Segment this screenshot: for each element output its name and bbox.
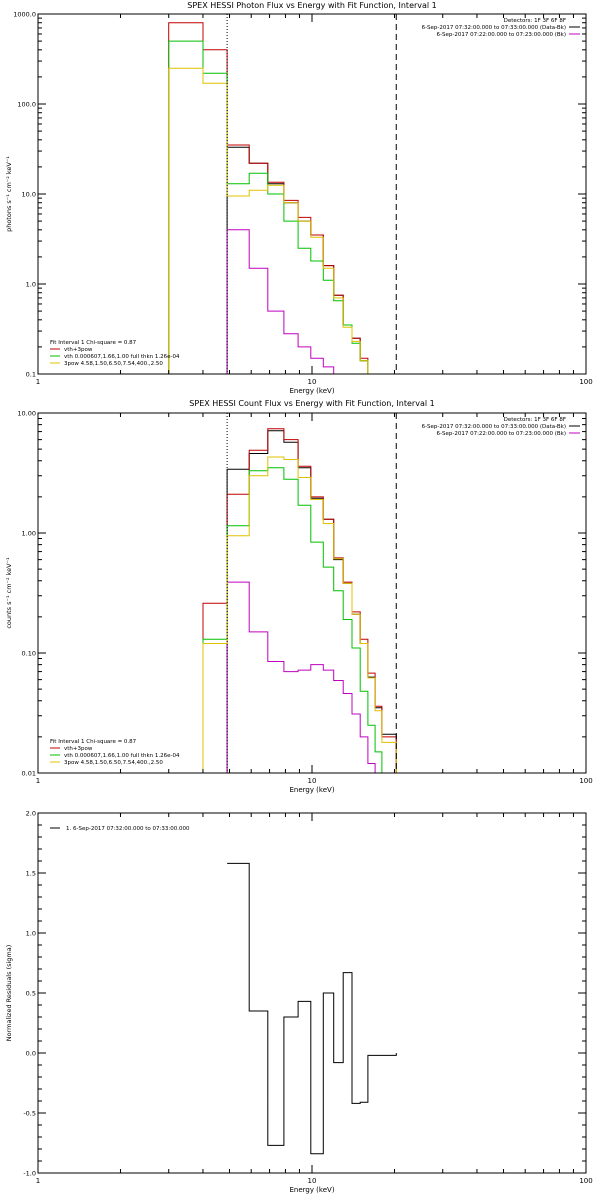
x-tick-label: 10 <box>308 378 317 386</box>
legend-entry-label: 3pow 4.58,1.50,6.50,7.54,400.,2.50 <box>64 760 163 766</box>
legend-entry-label: vth 0.000607,1.66,1.00 full thkn 1.26e-0… <box>64 354 180 360</box>
x-tick-label: 100 <box>579 777 592 785</box>
chart-title: SPEX HESSI Photon Flux vs Energy with Fi… <box>187 1 437 10</box>
photon-flux-panel: SPEX HESSI Photon Flux vs Energy with Fi… <box>5 1 593 395</box>
y-tick-label: 10.00 <box>17 410 36 418</box>
y-tick-label: 1.0 <box>26 930 36 938</box>
legend-entry-label: 3pow 4.58,1.50,6.50,7.54,400.,2.50 <box>64 361 163 367</box>
x-tick-label: 1 <box>36 777 40 785</box>
plot-frame <box>37 812 587 1174</box>
series-line-1 <box>226 581 397 774</box>
y-axis-label: Normalized Residuals (sigma) <box>5 945 13 1042</box>
series-line-4 <box>168 67 397 375</box>
y-tick-label: 0.0 <box>26 1050 36 1058</box>
legend-entry-label: vth+3pow <box>64 347 93 353</box>
legend-entry-label: 6-Sep-2017 07:22:00.000 to 07:23:00.000 … <box>437 431 567 437</box>
y-tick-label: -1.0 <box>23 1170 36 1178</box>
x-tick-label: 100 <box>579 1177 592 1185</box>
y-tick-label: 10.0 <box>22 191 36 199</box>
legend-detectors-title: Detectors: 1F 3F 6F 8F <box>504 18 566 24</box>
series-line-1 <box>226 229 397 375</box>
y-axis-label: counts s⁻¹ cm⁻² keV⁻¹ <box>5 557 13 629</box>
series-line-2 <box>202 428 397 773</box>
y-tick-label: 1.00 <box>22 530 36 538</box>
y-tick-label: -0.5 <box>23 1110 36 1118</box>
y-tick-label: 0.01 <box>22 770 36 778</box>
x-tick-label: 10 <box>308 777 317 785</box>
y-tick-label: 100.0 <box>17 101 36 109</box>
y-tick-label: 2.0 <box>26 810 36 818</box>
chart-title: SPEX HESSI Count Flux vs Energy with Fit… <box>189 399 434 408</box>
plot-frame <box>37 13 587 375</box>
series-line-4 <box>202 456 397 773</box>
series-line-0 <box>226 430 397 773</box>
legend-entry-label: 1. 6-Sep-2017 07:32:00.000 to 07:33:00.0… <box>66 826 190 832</box>
legend-detectors-title: Detectors: 1F 3F 6F 8F <box>504 417 566 423</box>
plot-frame <box>37 412 587 774</box>
series-line-0 <box>227 862 397 1155</box>
legend-entry-label: vth 0.000607,1.66,1.00 full thkn 1.26e-0… <box>64 753 180 759</box>
x-tick-label: 10 <box>308 1177 317 1185</box>
y-tick-label: 0.1 <box>26 371 36 379</box>
count-flux-panel: SPEX HESSI Count Flux vs Energy with Fit… <box>5 399 593 794</box>
x-axis-label: Energy (keV) <box>289 1186 334 1194</box>
x-tick-label: 100 <box>579 378 592 386</box>
x-tick-label: 1 <box>36 378 40 386</box>
residuals-panel: 1 10 100 Energy (keV) -1.0 -0.5 0.0 0.5 1.0 1.5 2.… <box>5 810 593 1195</box>
legend-entry-label: 6-Sep-2017 07:22:00.000 to 07:23:00.000 … <box>437 32 567 38</box>
x-tick-label: 1 <box>36 1177 40 1185</box>
legend-entry-label: 6-Sep-2017 07:32:00.000 to 07:33:00.000 … <box>422 424 566 430</box>
series-line-3 <box>168 40 397 375</box>
y-tick-label: 0.10 <box>22 650 36 658</box>
y-tick-label: 0.5 <box>26 990 36 998</box>
y-tick-label: 1000.0 <box>13 11 36 19</box>
x-axis-label: Energy (keV) <box>289 387 334 395</box>
y-tick-label: 1.0 <box>26 281 36 289</box>
y-axis-label: photons s⁻¹ cm⁻² keV⁻¹ <box>5 156 13 232</box>
legend-fit-title: Fit Interval 1 Chi-square = 0.87 <box>50 739 137 745</box>
legend-fit-title: Fit Interval 1 Chi-square = 0.87 <box>50 340 137 346</box>
series-line-3 <box>202 467 397 774</box>
y-tick-label: 1.5 <box>26 870 36 878</box>
x-axis-label: Energy (keV) <box>289 786 334 794</box>
legend-entry-label: 6-Sep-2017 07:32:00.000 to 07:33:00.000 … <box>422 25 566 31</box>
legend-entry-label: vth+3pow <box>64 746 93 752</box>
